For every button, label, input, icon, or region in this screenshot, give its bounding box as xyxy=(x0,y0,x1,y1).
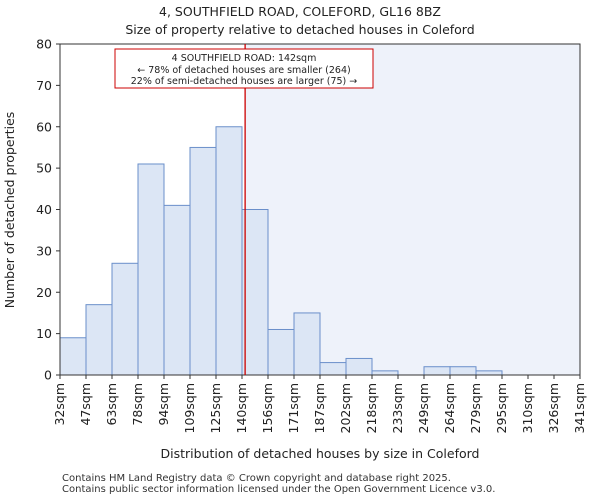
x-tick-label: 109sqm xyxy=(182,383,197,433)
y-tick-label: 70 xyxy=(36,78,52,93)
y-tick-label: 60 xyxy=(36,119,52,134)
x-tick-label: 171sqm xyxy=(286,383,301,433)
bar xyxy=(267,328,295,376)
bar xyxy=(111,262,139,376)
y-tick-label: 10 xyxy=(36,326,52,341)
x-axis-label: Distribution of detached houses by size … xyxy=(160,446,479,461)
bar xyxy=(137,163,165,376)
x-tick-label: 326sqm xyxy=(546,383,561,433)
y-tick-label: 0 xyxy=(44,368,52,383)
bar xyxy=(475,370,503,376)
annotation-line3: 22% of semi-detached houses are larger (… xyxy=(131,76,358,87)
footer-line-2: Contains public sector information licen… xyxy=(62,484,496,495)
bar xyxy=(449,366,477,376)
footer-line-1: Contains HM Land Registry data © Crown c… xyxy=(62,473,451,484)
x-tick-label: 156sqm xyxy=(260,383,275,433)
x-tick-label: 187sqm xyxy=(312,383,327,433)
bar xyxy=(59,337,87,376)
y-tick-label: 50 xyxy=(36,161,52,176)
x-tick-label: 233sqm xyxy=(390,383,405,433)
y-axis-label: Number of detached properties xyxy=(2,112,17,309)
x-tick-label: 264sqm xyxy=(442,383,457,433)
x-tick-label: 202sqm xyxy=(338,383,353,433)
x-tick-label: 279sqm xyxy=(468,383,483,433)
bar xyxy=(215,126,243,376)
y-tick-label: 30 xyxy=(36,243,52,258)
x-tick-label: 140sqm xyxy=(234,383,249,433)
x-tick-label: 310sqm xyxy=(520,383,535,433)
x-tick-label: 63sqm xyxy=(104,383,119,426)
chart-subtitle: Size of property relative to detached ho… xyxy=(125,22,474,37)
x-tick-label: 94sqm xyxy=(156,383,171,426)
x-tick-label: 341sqm xyxy=(572,383,587,433)
x-tick-label: 125sqm xyxy=(208,383,223,433)
y-tick-label: 40 xyxy=(36,202,52,217)
bar xyxy=(189,146,217,376)
annotation-box xyxy=(114,48,374,89)
bar xyxy=(423,366,451,376)
bar xyxy=(319,362,347,376)
bar xyxy=(371,370,399,376)
chart-title: 4, SOUTHFIELD ROAD, COLEFORD, GL16 8BZ xyxy=(159,4,441,19)
bar xyxy=(85,304,113,376)
plot-area: 0 10 20 30 40 50 60 70 80 32sqm 47sqm 63sqm 78sqm 94s… xyxy=(36,37,587,434)
x-tick-label: 249sqm xyxy=(416,383,431,433)
x-tick-label: 295sqm xyxy=(494,383,509,433)
bar xyxy=(241,209,269,376)
x-tick-label: 218sqm xyxy=(364,383,379,433)
x-tick-label: 32sqm xyxy=(52,383,67,426)
y-tick-label: 80 xyxy=(36,37,52,52)
bar xyxy=(163,204,191,376)
x-tick-label: 47sqm xyxy=(78,383,93,426)
annotation-line1: 4 SOUTHFIELD ROAD: 142sqm xyxy=(172,53,317,64)
x-tick-label: 78sqm xyxy=(130,383,145,426)
annotation-line2: ← 78% of detached houses are smaller (26… xyxy=(137,65,350,76)
y-tick-label: 20 xyxy=(36,285,52,300)
bar xyxy=(345,357,373,376)
bar xyxy=(293,312,321,376)
